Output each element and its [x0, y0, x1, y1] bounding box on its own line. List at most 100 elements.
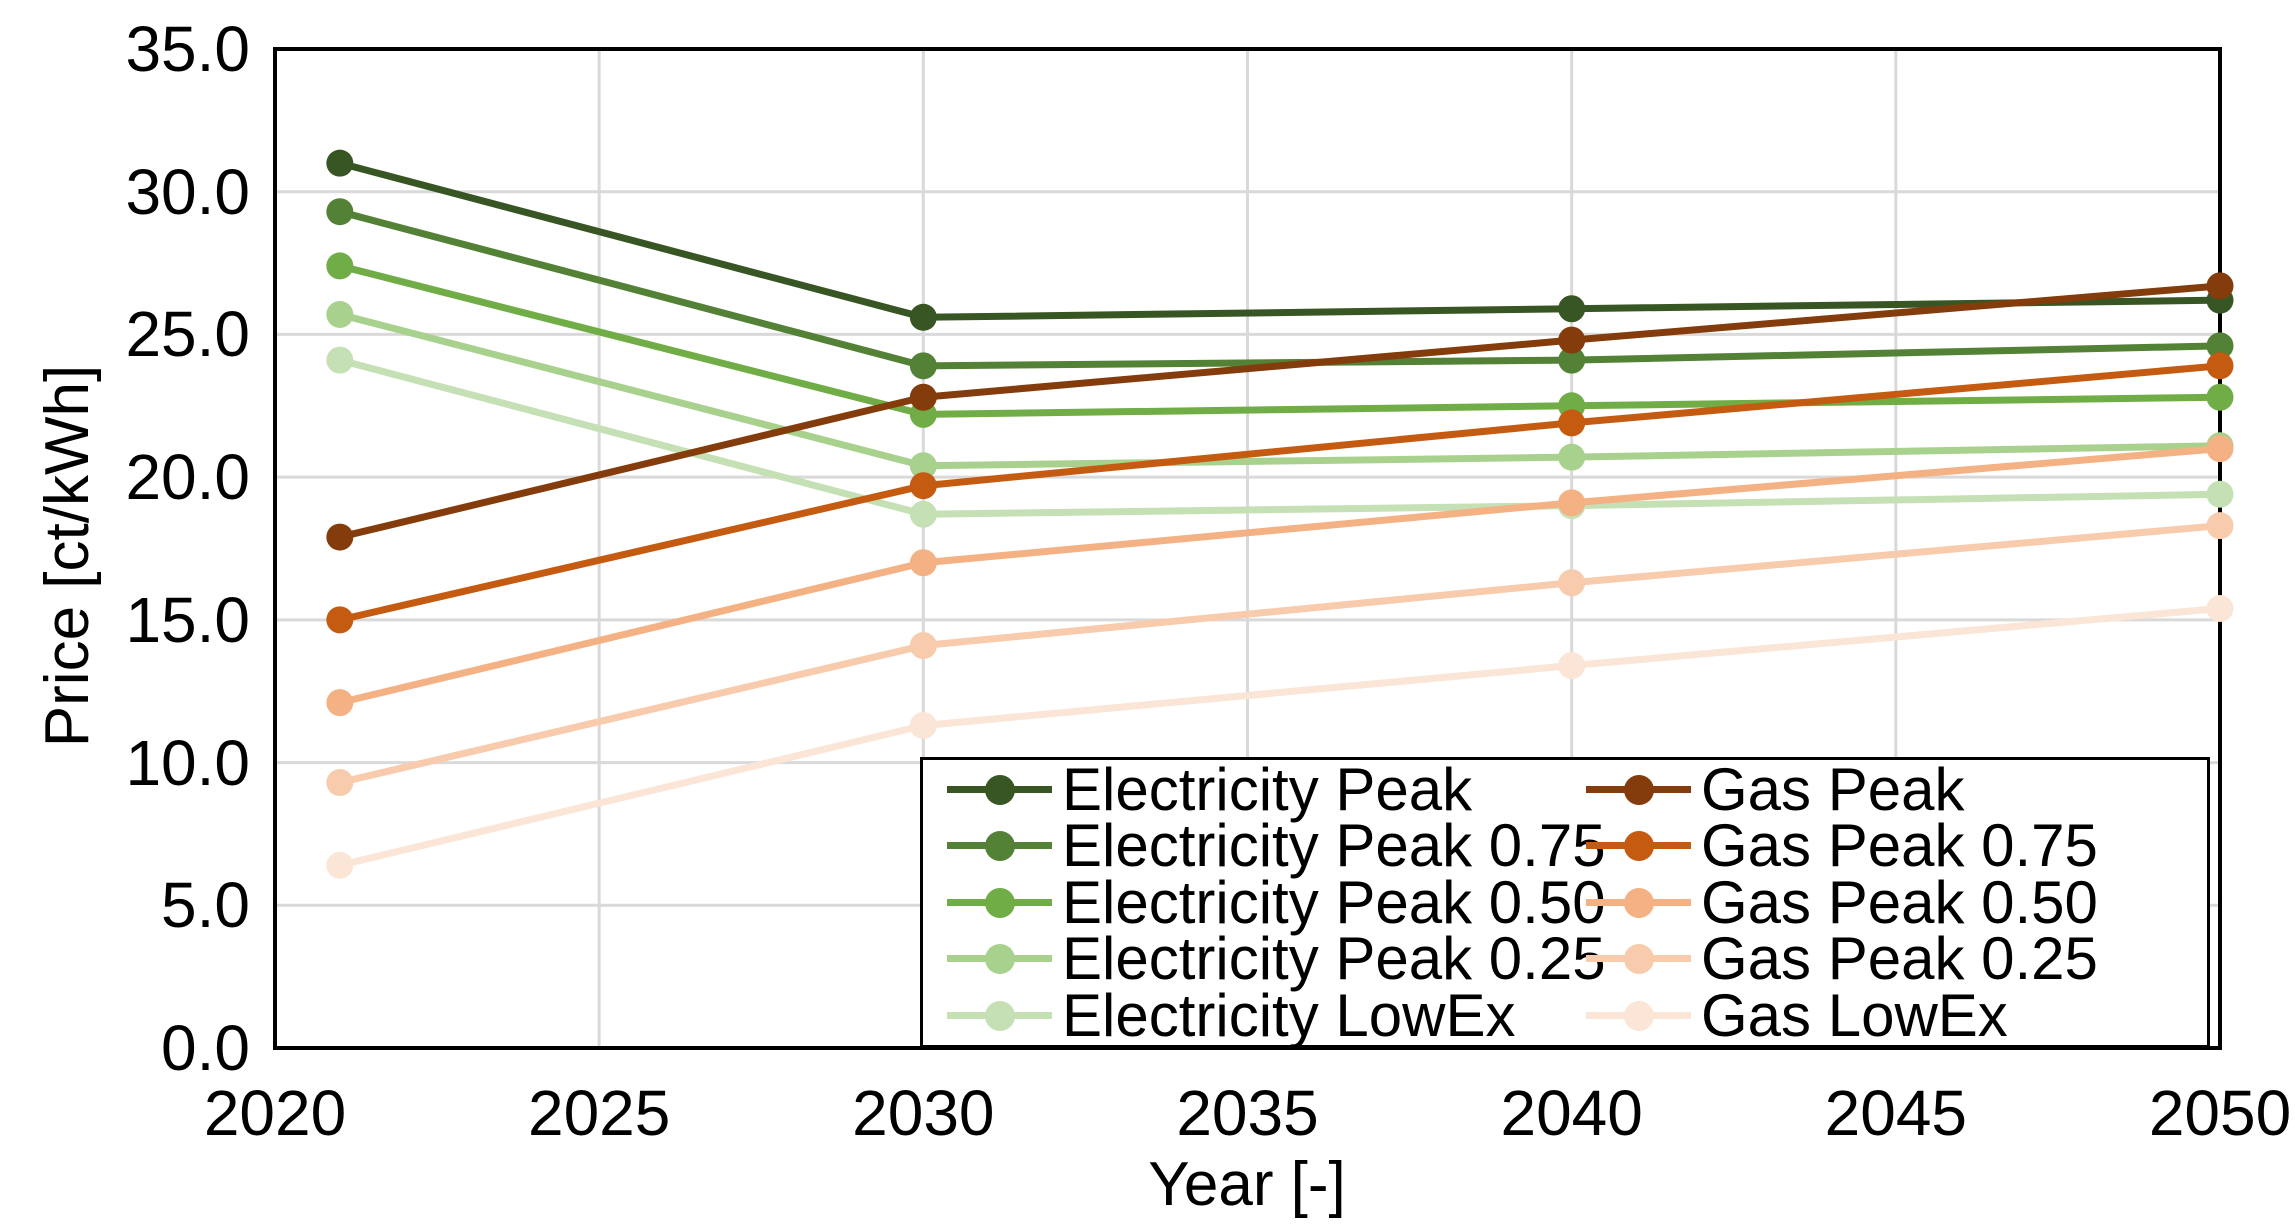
series-point-gas-peak — [326, 523, 354, 551]
series-line-gas-peak-0-75 — [336, 362, 2224, 624]
series-point-electricity-peak — [1558, 295, 1586, 323]
series-point-electricity-peak — [909, 303, 937, 331]
series-point-gas-peak-0-50 — [326, 689, 354, 717]
x-tick-label: 2030 — [852, 1077, 995, 1149]
series-point-gas-lowex — [1558, 652, 1586, 680]
y-tick-label: 20.0 — [125, 441, 250, 514]
series-point-gas-peak-0-25 — [326, 769, 354, 797]
legend-marker-icon — [1586, 942, 1691, 976]
legend-item-electricity-lowex: Electricity LowEx — [923, 981, 1578, 1049]
legend-item-electricity-peak-0-25: Electricity Peak 0.25 — [923, 929, 1606, 989]
legend-label: Electricity Peak 0.75 — [1062, 812, 1606, 879]
y-tick-label: 10.0 — [125, 726, 250, 799]
series-point-gas-peak-0-75 — [1558, 409, 1586, 437]
legend-label: Gas Peak 0.25 — [1701, 925, 2098, 992]
series-point-gas-peak-0-25 — [1558, 569, 1586, 597]
plot-border — [273, 47, 2222, 1050]
legend-label: Gas Peak — [1701, 755, 1965, 823]
series-line-electricity-lowex — [336, 356, 2224, 518]
series-point-gas-peak-0-75 — [909, 472, 937, 500]
series-point-gas-peak — [2206, 272, 2234, 300]
series-point-gas-peak-0-75 — [326, 606, 354, 634]
series-line-electricity-peak-0-25 — [336, 310, 2224, 470]
legend-marker-icon — [947, 942, 1052, 976]
x-tick-label: 2040 — [1500, 1077, 1643, 1149]
legend-marker-dot — [1623, 944, 1654, 974]
legend-item-gas-lowex: Gas LowEx — [1578, 981, 2207, 1049]
legend-marker-dot — [1623, 1000, 1654, 1031]
series-point-gas-peak — [1558, 326, 1586, 354]
legend-marker-dot — [1623, 774, 1654, 805]
series-point-electricity-lowex — [909, 500, 937, 528]
y-tick-label: 15.0 — [125, 583, 250, 656]
legend-box: Electricity Peak Gas Peak Electricity Peak… — [920, 757, 2210, 1048]
x-tick-label: 2025 — [527, 1077, 671, 1149]
series-point-electricity-peak-0-50 — [2206, 383, 2234, 411]
legend-item-gas-peak: Gas Peak — [1578, 755, 2207, 823]
legend-marker-dot — [984, 774, 1015, 805]
series-point-electricity-peak-0-25 — [1558, 443, 1586, 471]
series-line-gas-peak — [336, 282, 2224, 541]
series-line-electricity-peak-0-75 — [336, 208, 2224, 370]
x-axis-title: Year [-] — [1148, 1150, 1346, 1219]
legend-item-electricity-peak-0-50: Electricity Peak 0.50 — [923, 872, 1606, 932]
legend-item-gas-peak-0-25: Gas Peak 0.25 — [1578, 925, 2207, 992]
series-point-electricity-peak-0-75 — [326, 198, 354, 226]
legend-marker-dot — [984, 831, 1015, 861]
y-axis-title: Price [ct/kWh] — [33, 364, 102, 748]
legend-marker-icon — [947, 886, 1052, 920]
series-point-gas-lowex — [326, 851, 354, 879]
legend-label: Electricity LowEx — [1062, 981, 1516, 1049]
legend-label: Electricity Peak 0.25 — [1062, 925, 1606, 992]
series-line-electricity-peak — [336, 159, 2224, 321]
legend-label: Electricity Peak — [1062, 755, 1473, 823]
series-line-gas-peak-0-25 — [336, 522, 2224, 787]
series-point-gas-peak-0-50 — [909, 549, 937, 577]
legend-marker-icon — [1586, 999, 1691, 1033]
y-tick-label: 30.0 — [125, 155, 250, 228]
y-tick-label: 0.0 — [161, 1012, 250, 1084]
legend-label: Electricity Peak 0.50 — [1062, 868, 1606, 936]
series-point-gas-lowex — [2206, 594, 2234, 622]
series-point-electricity-peak-0-75 — [2206, 332, 2234, 360]
legend-marker-dot — [1623, 887, 1654, 918]
series-point-electricity-peak-0-25 — [909, 452, 937, 480]
series-point-gas-peak-0-50 — [2206, 435, 2234, 463]
legend-marker-icon — [947, 773, 1052, 807]
series-point-electricity-lowex — [326, 346, 354, 374]
legend-marker-icon — [1586, 773, 1691, 807]
x-tick-label: 2045 — [1824, 1077, 1968, 1149]
legend-label: Gas LowEx — [1701, 981, 2008, 1049]
legend-item-electricity-peak: Electricity Peak — [923, 755, 1578, 823]
legend-marker-dot — [984, 944, 1015, 974]
series-point-gas-peak-0-75 — [2206, 352, 2234, 380]
legend-item-electricity-peak-0-75: Electricity Peak 0.75 — [923, 816, 1606, 876]
legend-marker-icon — [1586, 829, 1691, 863]
legend-label: Gas Peak 0.50 — [1701, 868, 2098, 936]
legend-marker-icon — [947, 999, 1052, 1033]
legend-item-gas-peak-0-75: Gas Peak 0.75 — [1578, 816, 2207, 876]
series-point-electricity-peak-0-75 — [1558, 346, 1586, 374]
series-line-electricity-peak-0-50 — [336, 262, 2224, 418]
y-tick-label: 35.0 — [125, 13, 250, 85]
y-tick-label: 25.0 — [125, 298, 250, 371]
series-point-electricity-peak-0-50 — [326, 252, 354, 280]
series-point-electricity-lowex — [2206, 480, 2234, 508]
series-point-electricity-peak — [326, 149, 354, 177]
y-tick-label: 5.0 — [161, 869, 250, 942]
legend-marker-icon — [947, 829, 1052, 863]
series-point-gas-peak-0-50 — [1558, 489, 1586, 517]
legend-item-gas-peak-0-50: Gas Peak 0.50 — [1578, 868, 2207, 936]
x-tick-label: 2035 — [1176, 1077, 1319, 1149]
x-tick-label: 2020 — [203, 1077, 347, 1149]
series-point-electricity-peak-0-75 — [909, 352, 937, 380]
series-point-gas-peak — [909, 383, 937, 411]
legend-marker-icon — [1586, 886, 1691, 920]
series-point-electricity-peak-0-25 — [326, 300, 354, 328]
series-point-gas-peak-0-25 — [2206, 512, 2234, 540]
series-point-gas-peak-0-25 — [909, 632, 937, 660]
legend-marker-dot — [984, 1000, 1015, 1031]
series-point-gas-lowex — [909, 711, 937, 739]
